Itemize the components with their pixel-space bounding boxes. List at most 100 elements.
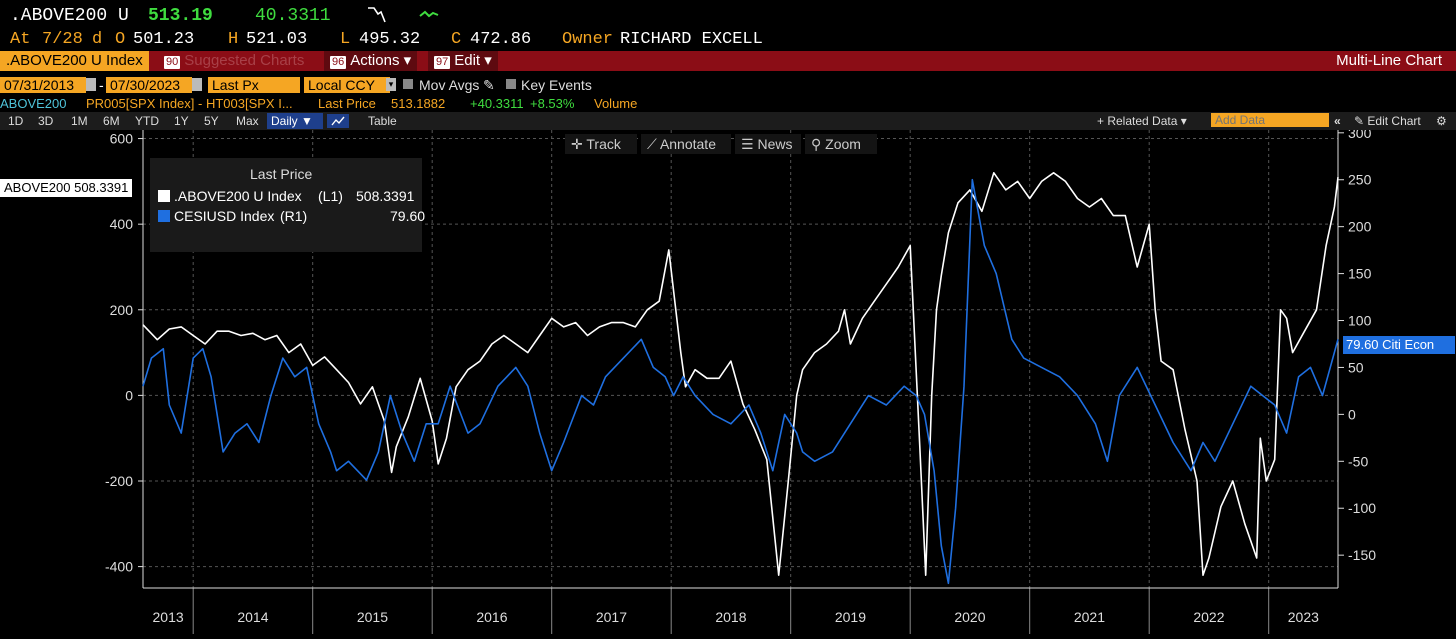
period-1m[interactable]: 1M xyxy=(71,114,88,128)
multi-line-chart[interactable]: -400 -200 0 200 400 600 -150 -100 -50 0 50 100 150 20… xyxy=(0,125,1456,634)
actions-button[interactable]: 96 Actions ▾ xyxy=(324,51,418,71)
chevron-down-icon: ▾ xyxy=(484,52,492,69)
add-data-input[interactable] xyxy=(1211,113,1329,127)
period-max[interactable]: Max xyxy=(236,114,259,128)
series-layer xyxy=(142,171,1339,585)
high-label: H xyxy=(228,30,239,49)
legend-item-cesiusd: CESIUSD Index (R1) 79.60 xyxy=(158,208,425,224)
x-tick-label: 2016 xyxy=(476,609,507,625)
open-value: 501.23 xyxy=(133,30,195,49)
frequency-select[interactable]: Daily ▼ xyxy=(267,113,323,129)
series-line-above200 xyxy=(142,171,1339,577)
legend-series-name: .ABOVE200 U Index xyxy=(174,188,302,204)
annotate-label: Annotate xyxy=(659,136,716,152)
menu-bar: .ABOVE200 U Index 90 Suggested Charts 96 A… xyxy=(0,51,1456,71)
currency-select[interactable]: Local CCY xyxy=(304,77,390,93)
x-tick-label: 2021 xyxy=(1074,609,1105,625)
period-6m[interactable]: 6M xyxy=(103,114,120,128)
legend-axis: (R1) xyxy=(280,208,308,224)
calendar-icon[interactable] xyxy=(86,78,96,91)
last-price-label: Last Price xyxy=(318,96,376,111)
edit-chart-button[interactable]: ✎ Edit Chart xyxy=(1350,113,1425,129)
trend-down-icon xyxy=(366,4,388,30)
open-label: O xyxy=(115,30,126,49)
y-right-tick-label: -50 xyxy=(1348,453,1368,469)
y-left-tick-label: 400 xyxy=(110,216,134,232)
mov-avgs-label[interactable]: Mov Avgs xyxy=(419,77,480,93)
pencil-icon: ✎ xyxy=(1354,114,1365,128)
legend-axis: (L1) xyxy=(318,188,343,204)
news-icon: ☰ xyxy=(741,136,754,152)
edit-button[interactable]: 97 Edit ▾ xyxy=(428,51,498,71)
legend-value: 508.3391 xyxy=(356,188,415,204)
end-date-input[interactable]: 07/30/2023 xyxy=(106,77,192,93)
gear-icon[interactable]: ⚙ xyxy=(1436,114,1447,128)
start-date-input[interactable]: 07/31/2013 xyxy=(0,77,86,93)
period-5y[interactable]: 5Y xyxy=(204,114,219,128)
zoom-icon: ⚲ xyxy=(811,136,822,152)
period-ytd[interactable]: YTD xyxy=(135,114,159,128)
info-change: +40.3311 xyxy=(470,96,524,111)
edit-num: 97 xyxy=(434,56,451,69)
key-events-checkbox[interactable] xyxy=(506,79,516,89)
y-left-tick-label: 600 xyxy=(110,131,134,147)
calendar-icon[interactable] xyxy=(192,78,202,91)
d-label: d xyxy=(92,30,103,49)
index-tab[interactable]: .ABOVE200 U Index xyxy=(0,51,149,71)
chevron-down-icon: ▾ xyxy=(1180,114,1187,128)
field-select[interactable]: Last Px xyxy=(208,77,300,93)
chart-area[interactable]: -400 -200 0 200 400 600 -150 -100 -50 0 50 100 150 20… xyxy=(0,125,1456,634)
chart-legend: Last Price .ABOVE200 U Index (L1) 508.33… xyxy=(150,158,425,252)
track-tool[interactable]: ✛ Track xyxy=(565,134,637,154)
news-label: News xyxy=(757,136,793,152)
legend-swatch-white xyxy=(158,190,170,202)
ticker[interactable]: .ABOVE200 U xyxy=(10,6,129,26)
related-data-label: + Related Data xyxy=(1097,114,1178,128)
info-change-pct: +8.53% xyxy=(530,96,575,111)
key-events-label[interactable]: Key Events xyxy=(521,77,592,93)
legend-title: Last Price xyxy=(250,166,313,182)
sparkline-icon xyxy=(418,4,442,30)
series-line-cesiusd xyxy=(142,178,1339,585)
period-1y[interactable]: 1Y xyxy=(174,114,189,128)
chevron-down-icon: ▾ xyxy=(403,52,412,69)
suggested-num: 90 xyxy=(164,56,181,69)
left-last-value-tag: ABOVE200 508.3391 xyxy=(0,179,133,197)
collapse-icon[interactable]: « xyxy=(1334,114,1341,128)
actions-num: 96 xyxy=(330,56,347,69)
y-right-tick-label: 300 xyxy=(1348,130,1372,141)
chart-type-title: Multi-Line Chart xyxy=(1336,52,1442,69)
x-tick-label: 2015 xyxy=(357,609,388,625)
zoom-tool[interactable]: ⚲ Zoom xyxy=(805,134,877,154)
mov-avgs-checkbox[interactable] xyxy=(403,79,413,89)
legend-item-above200: .ABOVE200 U Index (L1) 508.3391 xyxy=(158,188,414,204)
table-button[interactable]: Table xyxy=(368,114,397,128)
period-1d[interactable]: 1D xyxy=(8,114,24,128)
chevron-down-icon[interactable]: ▾ xyxy=(386,78,396,91)
net-change: 40.3311 xyxy=(255,6,331,26)
related-data-button[interactable]: + Related Data ▾ xyxy=(1093,113,1191,129)
y-right-tick-label: 250 xyxy=(1348,172,1372,188)
zoom-label: Zoom xyxy=(825,136,861,152)
pencil-icon[interactable]: ✎ xyxy=(483,77,495,93)
owner-name: RICHARD EXCELL xyxy=(620,30,763,49)
volume-label: Volume xyxy=(594,96,638,111)
x-tick-label: 2022 xyxy=(1193,609,1224,625)
y-left-tick-label: 200 xyxy=(110,302,134,318)
last-price: 513.19 xyxy=(148,6,213,26)
y-right-tick-label: -100 xyxy=(1348,500,1376,516)
chevron-down-icon: ▼ xyxy=(301,114,313,128)
news-tool[interactable]: ☰ News xyxy=(735,134,801,154)
low-value: 495.32 xyxy=(359,30,421,49)
track-label: Track xyxy=(586,136,621,152)
actions-label: Actions xyxy=(350,52,400,69)
x-tick-label: 2023 xyxy=(1288,609,1319,625)
last-price-value: 513.1882 xyxy=(391,96,446,111)
x-tick-label: 2020 xyxy=(954,609,985,625)
annotate-tool[interactable]: ⟋ Annotate xyxy=(641,134,731,154)
line-chart-icon[interactable] xyxy=(327,114,349,128)
legend-swatch-blue xyxy=(158,210,170,222)
period-3d[interactable]: 3D xyxy=(38,114,54,128)
suggested-charts-button[interactable]: 90 Suggested Charts xyxy=(158,51,310,71)
close-value: 472.86 xyxy=(470,30,532,49)
